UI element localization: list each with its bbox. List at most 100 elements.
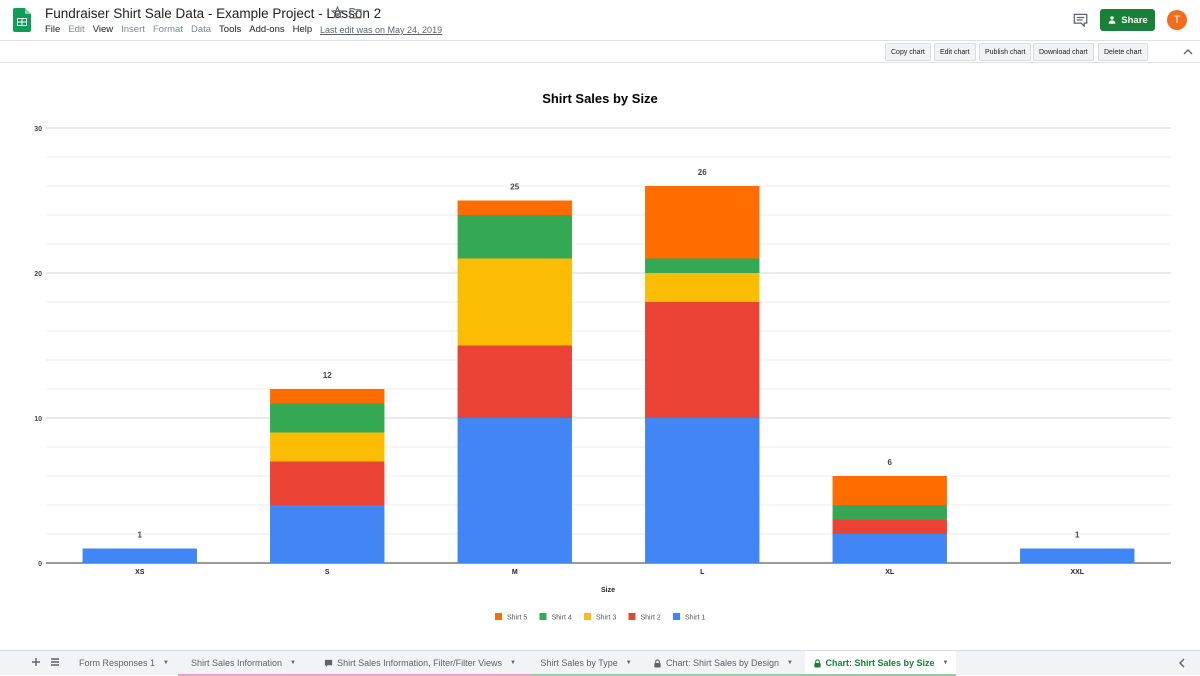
bar-segment-shirt-5-m [457,200,572,215]
x-tick-label: L [700,569,705,576]
legend-label: Shirt 3 [596,615,616,622]
star-icon[interactable] [331,6,344,19]
bar-segment-shirt-2-s [270,461,385,505]
bar-segment-shirt-2-xl [832,519,947,534]
legend-swatch-shirt-5 [495,613,502,620]
sheets-logo-icon[interactable] [13,8,31,32]
lock-icon [654,658,661,668]
bar-total-label: 25 [510,183,519,192]
menu-file[interactable]: File [45,24,61,35]
sheet-tab-label: Chart: Shirt Sales by Size [825,658,935,668]
tab-menu-caret-icon[interactable]: ▼ [509,660,516,666]
download-chart-button[interactable]: Download chart [1033,43,1094,61]
app-header: Fundraiser Shirt Sale Data - Example Pro… [0,0,1200,40]
bar-segment-shirt-1-m [457,418,572,563]
tab-menu-caret-icon[interactable]: ▼ [163,660,169,666]
menu-format[interactable]: Format [152,24,183,35]
bar-segment-shirt-3-l [645,273,760,302]
bar-segment-shirt-1-l [645,418,760,563]
x-tick-label: XL [885,569,895,576]
bar-segment-shirt-3-m [457,258,572,346]
legend-swatch-shirt-1 [673,613,680,620]
y-tick-label: 10 [34,416,42,423]
bar-segment-shirt-3-s [270,432,385,462]
menu-view[interactable]: View [92,24,114,35]
x-tick-label: XS [135,569,145,576]
publish-chart-button[interactable]: Publish chart [979,43,1032,61]
lock-icon [813,658,821,668]
sheet-tab-shirt-sales-by-type[interactable]: Shirt Sales by Type ▼ [531,651,641,676]
sheet-tab-chart-shirt-sales-by-size[interactable]: Chart: Shirt Sales by Size ▼ [805,651,956,676]
bar-segment-shirt-2-l [645,302,760,418]
bar-segment-shirt-1-s [270,505,385,563]
scroll-tabs-left-icon[interactable] [1178,658,1186,668]
share-label: Share [1121,14,1148,26]
menu-tools[interactable]: Tools [219,24,242,35]
chart-toolbar: Copy chart Edit chart Publish chart Down… [0,40,1200,63]
share-button[interactable]: Share [1100,9,1155,31]
sheet-tab-label: Chart: Shirt Sales by Design [665,658,780,668]
bar-segment-shirt-5-xl [832,476,947,505]
document-title[interactable]: Fundraiser Shirt Sale Data - Example Pro… [45,6,382,21]
move-to-folder-icon[interactable] [349,7,362,19]
legend-swatch-shirt-3 [584,613,591,620]
x-tick-label: S [325,569,330,576]
y-tick-label: 0 [38,561,42,568]
delete-chart-button[interactable]: Delete chart [1098,43,1148,61]
bar-segment-shirt-4-xl [832,505,947,520]
menu-insert[interactable]: Insert [121,24,145,35]
x-axis-title: Size [601,587,615,594]
chart-title: Shirt Sales by Size [542,91,658,106]
sheet-tab-label: Shirt Sales Information, Filter/Filter V… [337,658,502,668]
legend-swatch-shirt-4 [539,613,547,620]
bar-total-label: 6 [888,458,893,467]
tab-menu-caret-icon[interactable]: ▼ [787,660,793,666]
menu-bar: File Edit View Insert Format Data Tools Add-ons… [45,24,320,35]
bar-segment-shirt-1-xs [82,548,197,563]
y-tick-label: 20 [34,271,42,278]
bar-segment-shirt-4-s [270,403,385,433]
legend-swatch-shirt-2 [628,613,636,620]
tab-menu-caret-icon[interactable]: ▼ [290,660,296,666]
sheet-tab-shirt-sales-information[interactable]: Shirt Sales Information ▼ [178,651,309,676]
stacked-bar-chart[interactable]: Shirt Sales by Size 0 10 20 30 1 XS 12 S 25 M 26 L 6 X… [0,63,1200,650]
tab-menu-caret-icon[interactable]: ▼ [942,660,949,666]
legend-label: Shirt 1 [685,615,705,622]
sheet-tab-label: Shirt Sales Information [191,658,283,668]
sheet-tab-shirt-sales-information-filter-filter-views[interactable]: Shirt Sales Information, Filter/Filter V… [309,651,531,676]
all-sheets-icon[interactable] [50,657,60,667]
menu-edit[interactable]: Edit [68,24,85,35]
bar-total-label: 1 [138,531,143,540]
legend-label: Shirt 2 [641,615,661,622]
bar-total-label: 1 [1075,531,1080,540]
legend-label: Shirt 4 [552,615,572,622]
bar-segment-shirt-4-m [457,215,572,259]
edit-chart-button[interactable]: Edit chart [934,43,976,61]
collapse-icon[interactable] [1183,47,1193,57]
copy-chart-button[interactable]: Copy chart [885,43,931,61]
bar-segment-shirt-1-xxl [1020,548,1135,563]
add-sheet-icon[interactable] [31,657,41,667]
bar-segment-shirt-5-l [645,186,760,259]
bar-segment-shirt-2-m [457,345,572,418]
account-avatar[interactable]: T [1167,10,1187,30]
y-tick-label: 30 [34,126,42,133]
last-edit-link[interactable]: Last edit was on May 24, 2019 [320,25,443,35]
bar-total-label: 12 [323,371,332,380]
x-tick-label: M [512,569,518,576]
menu-add-ons[interactable]: Add-ons [249,24,285,35]
sheet-tab-bar: Form Responses 1 ▼ Shirt Sales Information… [0,650,1200,676]
sheet-tab-label: Form Responses 1 [79,658,156,668]
sheet-tab-chart-shirt-sales-by-design[interactable]: Chart: Shirt Sales by Design ▼ [641,651,805,676]
legend-label: Shirt 5 [507,615,527,622]
comment-tab-icon [324,659,333,667]
sheet-tab-form-responses-1[interactable]: Form Responses 1 ▼ [70,651,178,675]
menu-help[interactable]: Help [292,24,313,35]
bar-total-label: 26 [698,168,707,177]
bar-segment-shirt-4-l [645,258,760,273]
tab-menu-caret-icon[interactable]: ▼ [625,660,632,666]
bar-segment-shirt-5-s [270,389,385,404]
comment-icon[interactable] [1073,13,1088,27]
bar-segment-shirt-1-xl [832,534,947,563]
menu-data[interactable]: Data [190,24,212,35]
